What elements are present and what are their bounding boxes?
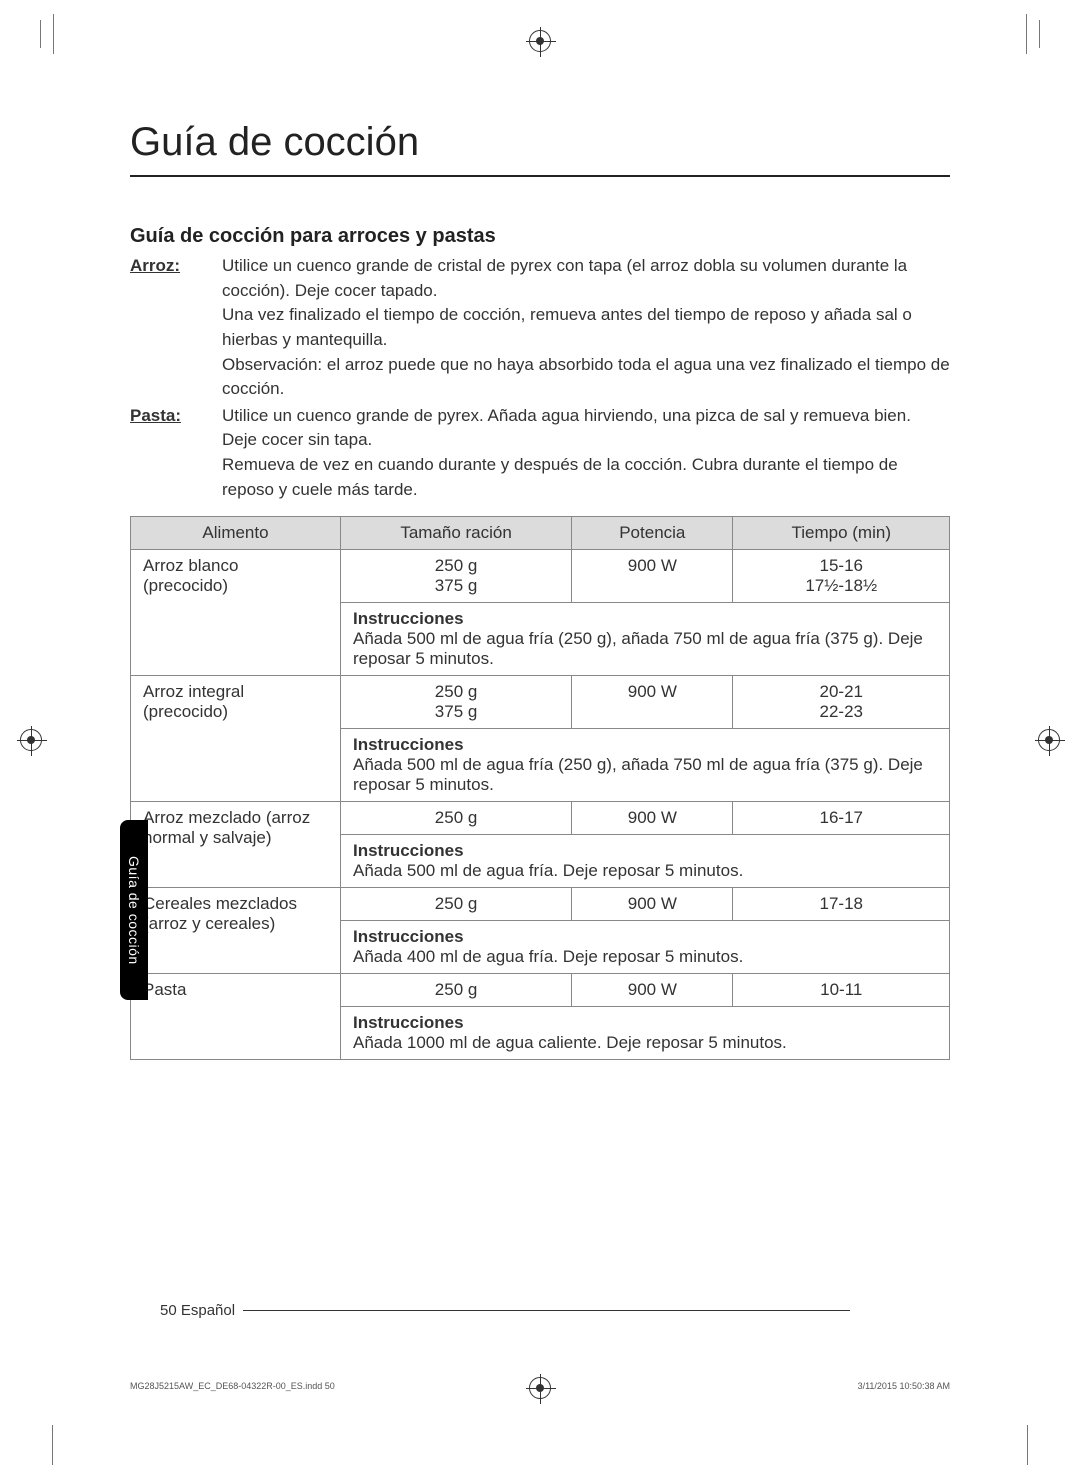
instructions-label: Instrucciones bbox=[353, 609, 937, 629]
page-title: Guía de cocción bbox=[130, 120, 950, 175]
cell-food: Arroz integral (precocido) bbox=[131, 676, 341, 802]
intro-paragraph: Observación: el arroz puede que no haya … bbox=[222, 353, 950, 402]
intro-text: Utilice un cuenco grande de pyrex. Añada… bbox=[222, 404, 950, 503]
cell-instructions: InstruccionesAñada 500 ml de agua fría. … bbox=[341, 835, 950, 888]
cell-food: Arroz blanco (precocido) bbox=[131, 550, 341, 676]
cell-power: 900 W bbox=[572, 676, 733, 729]
table-row: Pasta250 g900 W10-11 bbox=[131, 974, 950, 1007]
intro-paragraph: Utilice un cuenco grande de cristal de p… bbox=[222, 254, 950, 303]
side-tab-label: Guía de cocción bbox=[126, 856, 142, 965]
intro-pasta: Pasta: Utilice un cuenco grande de pyrex… bbox=[130, 404, 950, 503]
intro-label: Pasta: bbox=[130, 404, 222, 503]
cell-power: 900 W bbox=[572, 888, 733, 921]
table-row: Arroz mezclado (arroz normal y salvaje)2… bbox=[131, 802, 950, 835]
cooking-table: Alimento Tamaño ración Potencia Tiempo (… bbox=[130, 516, 950, 1060]
instructions-label: Instrucciones bbox=[353, 735, 937, 755]
instructions-label: Instrucciones bbox=[353, 927, 937, 947]
crop-mark bbox=[1012, 1431, 1040, 1459]
crop-mark bbox=[40, 1431, 68, 1459]
section-subtitle: Guía de cocción para arroces y pastas bbox=[130, 225, 950, 248]
table-header-row: Alimento Tamaño ración Potencia Tiempo (… bbox=[131, 517, 950, 550]
cell-instructions: InstruccionesAñada 500 ml de agua fría (… bbox=[341, 729, 950, 802]
cell-power: 900 W bbox=[572, 802, 733, 835]
registration-mark bbox=[1038, 729, 1060, 751]
col-size: Tamaño ración bbox=[341, 517, 572, 550]
cell-food: Pasta bbox=[131, 974, 341, 1060]
cell-instructions: InstruccionesAñada 500 ml de agua fría (… bbox=[341, 603, 950, 676]
cell-time: 20-2122-23 bbox=[733, 676, 950, 729]
instructions-label: Instrucciones bbox=[353, 841, 937, 861]
cell-size: 250 g375 g bbox=[341, 676, 572, 729]
col-time: Tiempo (min) bbox=[733, 517, 950, 550]
side-tab: Guía de cocción bbox=[120, 820, 148, 1000]
intro-paragraph: Utilice un cuenco grande de pyrex. Añada… bbox=[222, 404, 950, 453]
col-food: Alimento bbox=[131, 517, 341, 550]
table-row: Cereales mezclados (arroz y cereales)250… bbox=[131, 888, 950, 921]
page-number: 50 bbox=[160, 1302, 177, 1319]
cell-food: Cereales mezclados (arroz y cereales) bbox=[131, 888, 341, 974]
cell-size: 250 g375 g bbox=[341, 550, 572, 603]
page-content: Guía de cocción Guía de cocción para arr… bbox=[130, 120, 950, 1060]
print-date: 3/11/2015 10:50:38 AM bbox=[858, 1381, 950, 1391]
cell-size: 250 g bbox=[341, 974, 572, 1007]
crop-mark bbox=[1012, 20, 1040, 48]
cell-time: 17-18 bbox=[733, 888, 950, 921]
print-file: MG28J5215AW_EC_DE68-04322R-00_ES.indd 50 bbox=[130, 1381, 335, 1391]
table-row: Arroz blanco (precocido)250 g375 g900 W1… bbox=[131, 550, 950, 603]
registration-mark bbox=[529, 30, 551, 52]
table-row: Arroz integral (precocido)250 g375 g900 … bbox=[131, 676, 950, 729]
intro-label: Arroz: bbox=[130, 254, 222, 402]
intro-arroz: Arroz: Utilice un cuenco grande de crist… bbox=[130, 254, 950, 402]
cell-size: 250 g bbox=[341, 888, 572, 921]
col-power: Potencia bbox=[572, 517, 733, 550]
cell-instructions: InstruccionesAñada 400 ml de agua fría. … bbox=[341, 921, 950, 974]
page-footer: 50 Español bbox=[160, 1302, 850, 1319]
cell-time: 10-11 bbox=[733, 974, 950, 1007]
intro-paragraph: Una vez finalizado el tiempo de cocción,… bbox=[222, 303, 950, 352]
intro-text: Utilice un cuenco grande de cristal de p… bbox=[222, 254, 950, 402]
cell-time: 16-17 bbox=[733, 802, 950, 835]
crop-mark bbox=[40, 20, 68, 48]
title-rule bbox=[130, 175, 950, 177]
cell-size: 250 g bbox=[341, 802, 572, 835]
registration-mark bbox=[20, 729, 42, 751]
print-metadata: MG28J5215AW_EC_DE68-04322R-00_ES.indd 50… bbox=[130, 1381, 950, 1391]
cell-food: Arroz mezclado (arroz normal y salvaje) bbox=[131, 802, 341, 888]
cell-time: 15-1617½-18½ bbox=[733, 550, 950, 603]
cell-power: 900 W bbox=[572, 974, 733, 1007]
footer-rule bbox=[243, 1310, 850, 1311]
cell-instructions: InstruccionesAñada 1000 ml de agua calie… bbox=[341, 1007, 950, 1060]
cell-power: 900 W bbox=[572, 550, 733, 603]
intro-paragraph: Remueva de vez en cuando durante y despu… bbox=[222, 453, 950, 502]
page-lang: Español bbox=[181, 1302, 235, 1319]
instructions-label: Instrucciones bbox=[353, 1013, 937, 1033]
